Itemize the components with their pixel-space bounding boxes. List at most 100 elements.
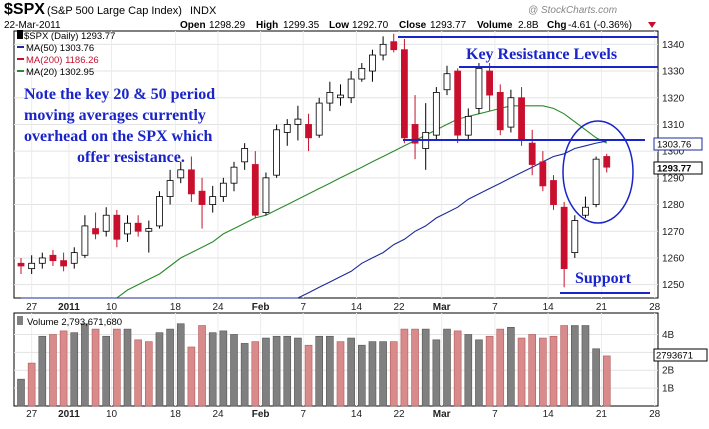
x-tick-label: 18 [170, 409, 182, 420]
volume-legend-swatch [17, 316, 23, 325]
candle-up [38, 257, 46, 264]
candle-up [262, 177, 270, 213]
candle-up [145, 228, 153, 232]
price-tick-label: 1280 [662, 200, 685, 211]
volume-tick-label: 4B [662, 330, 675, 341]
volume-bar [134, 339, 142, 407]
candle-up [102, 214, 110, 232]
volume-bar [592, 348, 600, 407]
x-tick-label: Feb [252, 302, 270, 313]
candle-up [28, 262, 36, 270]
volume-bar [240, 343, 249, 407]
x-tick-label: 14 [351, 302, 363, 313]
volume-bar [453, 330, 462, 407]
candle-up [347, 78, 355, 99]
candle-down [550, 180, 557, 205]
annotation-note: Note the key 20 & 50 period moving avera… [24, 86, 215, 166]
price-tick-label: 1300 [662, 147, 685, 158]
chart-symbol: $SPX [4, 1, 45, 18]
volume-bar [336, 341, 345, 407]
volume-bar [38, 335, 47, 407]
candle-up [219, 182, 227, 197]
high-value: 1299.35 [283, 20, 320, 31]
x-tick-label: 28 [649, 409, 661, 420]
volume-bar [49, 334, 57, 407]
candle-up [283, 124, 291, 133]
volume-bar [570, 325, 579, 407]
candle-up [166, 180, 174, 197]
candle-down [60, 260, 67, 267]
x-axis-labels: 27 2011 10 18 24 Feb 7 14 22 Mar 7 14 21 28 [26, 302, 661, 313]
volume-value: 2.8B [518, 20, 539, 31]
price-panel [13, 30, 659, 299]
volume-bar [485, 335, 494, 407]
price-axis: 1250 1260 1270 1280 1290 1300 1310 1320 1330 1340 [662, 40, 685, 291]
candle-down [603, 156, 611, 168]
volume-bar [272, 335, 281, 407]
candle-up [358, 67, 366, 80]
candle-down [113, 214, 121, 240]
volume-bar [368, 341, 377, 407]
candle-up [443, 73, 451, 91]
x-tick-label: 27 [26, 409, 38, 420]
x-tick-label: 2011 [58, 409, 80, 420]
chart-exchange: INDX [190, 5, 217, 17]
candle-down [400, 49, 408, 139]
candle-up [369, 54, 376, 72]
resistance-label: Key Resistance Levels [466, 46, 617, 63]
low-label: Low [329, 20, 349, 31]
volume-bar [145, 341, 153, 407]
close-tag [653, 161, 703, 175]
candles [17, 33, 611, 288]
candle-up [337, 94, 344, 99]
candle-up [475, 67, 483, 109]
candle-up [582, 206, 589, 216]
volume-bar [357, 344, 366, 407]
down-arrow-icon [648, 22, 656, 28]
volume-bar [166, 328, 174, 407]
x-tick-label: 10 [106, 409, 118, 420]
volume-bar [443, 328, 451, 407]
note-line-2: moving averages currently [24, 107, 206, 124]
candle-up [273, 129, 281, 176]
volume-bar [123, 328, 132, 407]
volume-bar [539, 337, 547, 407]
volume-bar [176, 323, 185, 407]
candle-up [230, 166, 238, 184]
legend-volume: Volume 2,793,671,680 [27, 317, 122, 328]
volume-bar [464, 334, 473, 407]
watermark: @ StockCharts.com [528, 5, 617, 16]
high-label: High [256, 20, 278, 31]
volume-bar [517, 337, 526, 407]
candle-down [560, 206, 568, 270]
volume-axis: 1B2B3B4B [662, 330, 675, 395]
volume-bar [507, 327, 515, 407]
x-tick-label: 14 [543, 302, 555, 313]
volume-bar [560, 325, 568, 407]
candle-down [496, 92, 504, 131]
chg-label: Chg [547, 20, 566, 31]
volume-bar [400, 328, 409, 407]
volume-bar [198, 325, 206, 407]
volume-label: Volume [477, 20, 513, 31]
volume-bar [27, 362, 36, 407]
volume-bar [347, 337, 355, 407]
candle-down [134, 222, 142, 232]
legend-ma50: MA(50) 1303.76 [26, 43, 94, 54]
x-tick-label: 7 [492, 302, 498, 313]
candle-up [294, 118, 302, 125]
open-label: Open [180, 20, 206, 31]
volume-tag [653, 348, 708, 362]
close-label: Close [399, 20, 427, 31]
volume-bar [70, 332, 79, 407]
volume-bar [411, 328, 419, 407]
candle-down [92, 228, 99, 235]
legend-ma200: MA(200) 1186.26 [26, 55, 99, 66]
candle-up [315, 102, 323, 136]
chart-description: (S&P 500 Large Cap Index) [47, 5, 182, 17]
x-tick-label: 7 [300, 409, 306, 420]
candle-down [17, 262, 25, 267]
volume-bar [102, 335, 110, 407]
x-tick-label: Mar [433, 409, 451, 420]
